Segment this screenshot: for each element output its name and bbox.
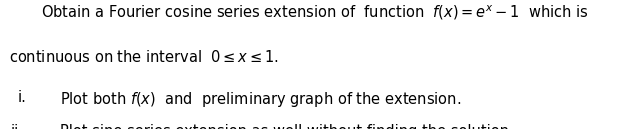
Text: ii.: ii.	[11, 124, 24, 129]
Text: Plot both $f(x)$  and  preliminary graph of the extension.: Plot both $f(x)$ and preliminary graph o…	[60, 90, 461, 109]
Text: continuous on the interval  $0 \leq x \leq 1$.: continuous on the interval $0 \leq x \le…	[9, 49, 279, 65]
Text: Obtain a Fourier cosine series extension of  function  $f(x) = e^x - 1$  which i: Obtain a Fourier cosine series extension…	[41, 4, 589, 22]
Text: Plot sine series extension as well without finding the solution.: Plot sine series extension as well witho…	[60, 124, 513, 129]
Text: i.: i.	[18, 90, 26, 105]
